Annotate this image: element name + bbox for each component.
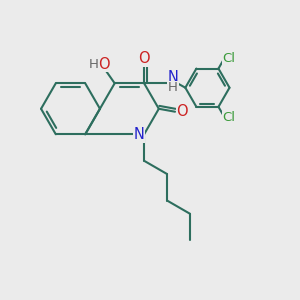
Text: Cl: Cl [222, 52, 236, 65]
Text: O: O [98, 57, 110, 72]
Text: N: N [134, 127, 144, 142]
Text: O: O [177, 104, 188, 119]
Text: Cl: Cl [222, 111, 236, 124]
Text: O: O [138, 51, 150, 66]
Text: N: N [167, 70, 178, 86]
Text: H: H [168, 81, 178, 94]
Text: H: H [89, 58, 99, 70]
